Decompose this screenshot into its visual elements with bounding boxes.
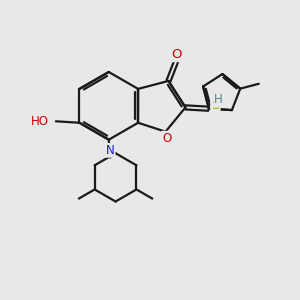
Text: HO: HO (31, 115, 49, 128)
Text: N: N (106, 144, 115, 157)
Text: O: O (162, 132, 171, 145)
Text: O: O (171, 48, 181, 61)
Text: S: S (211, 99, 220, 112)
Text: H: H (214, 93, 223, 106)
